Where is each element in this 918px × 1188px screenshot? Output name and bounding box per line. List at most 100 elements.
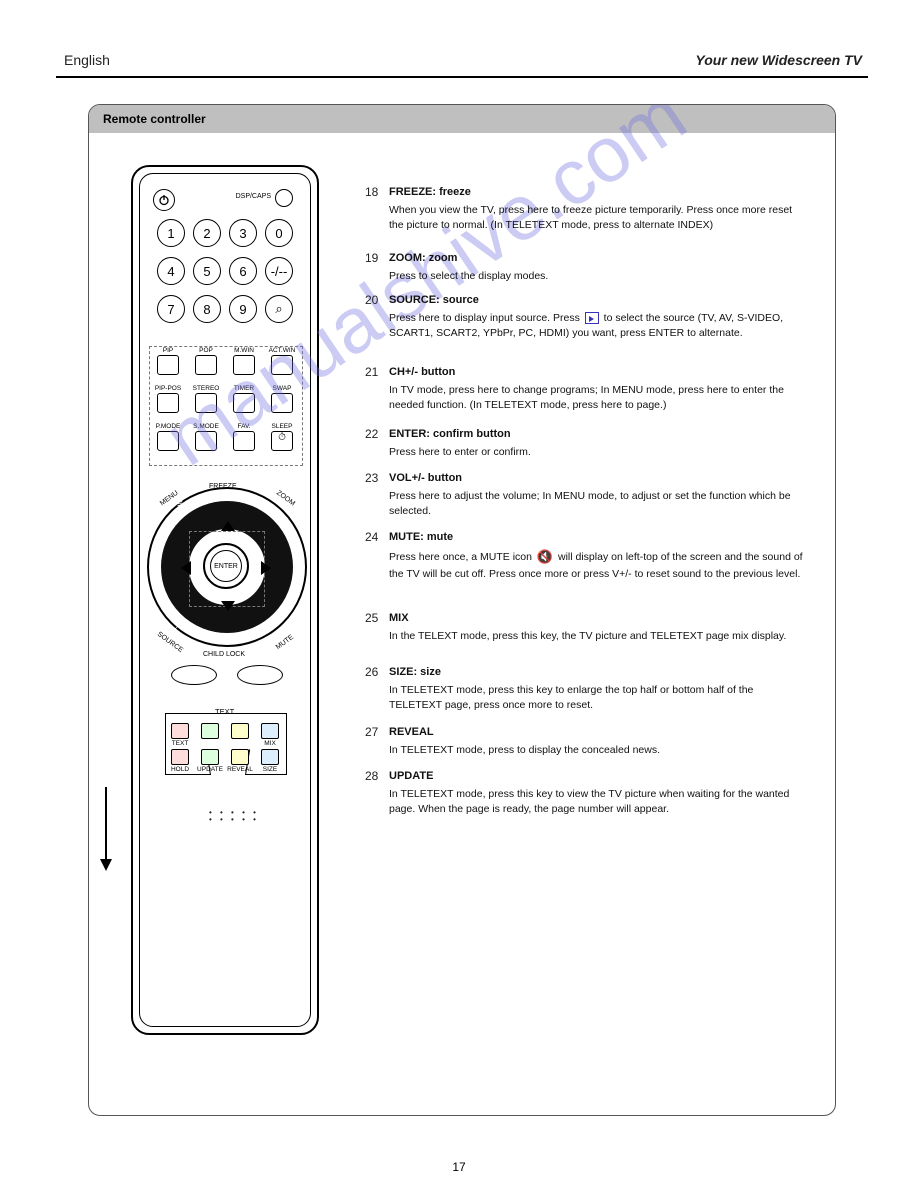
sq-label: STEREO xyxy=(191,385,221,392)
text-btn-label: HOLD xyxy=(165,766,195,773)
sq-label: ACT.WIN xyxy=(267,347,297,354)
sq-button: ⏱ xyxy=(271,431,293,451)
callout-number: 22 xyxy=(365,427,378,441)
ring-label-freeze: FREEZE xyxy=(209,483,237,490)
content-panel: Remote controller DSP/CAPS ENTER ≡ xyxy=(88,104,836,1116)
enter-button: ENTER xyxy=(203,543,249,589)
text-group-label: TEXT xyxy=(215,707,234,716)
callout-desc: REVEALIn TELETEXT mode, press to display… xyxy=(389,725,809,758)
numpad-5: 5 xyxy=(193,257,221,285)
sq-label: M.WIN xyxy=(229,347,259,354)
dsp-label: DSP/CAPS xyxy=(236,193,271,200)
header-left: English xyxy=(64,52,110,68)
mute-inline-icon: 🔇 xyxy=(537,548,553,567)
callout-number: 28 xyxy=(365,769,378,783)
enter-label: ENTER xyxy=(210,550,242,582)
numpad-3: 3 xyxy=(229,219,257,247)
numpad-9: 9 xyxy=(229,295,257,323)
sq-label: FAV. xyxy=(229,423,259,430)
sq-button xyxy=(195,431,217,451)
callout-desc: FREEZE: freezeWhen you view the TV, pres… xyxy=(389,185,809,233)
callout-number: 26 xyxy=(365,665,378,679)
callout-desc: SOURCE: sourcePress here to display inpu… xyxy=(389,293,809,341)
text-btn xyxy=(201,723,219,739)
sq-button xyxy=(271,393,293,413)
text-btn-label: TEXT xyxy=(165,740,195,747)
mute-icon: ✕ xyxy=(261,621,269,632)
sq-button xyxy=(157,393,179,413)
header-right: Your new Widescreen TV xyxy=(695,52,862,68)
callout-desc: MUTE: mutePress here once, a MUTE icon 🔇… xyxy=(389,530,809,582)
header-rule xyxy=(56,76,868,78)
callout-number: 25 xyxy=(365,611,378,625)
callout-number: 24 xyxy=(365,530,378,544)
sq-label: SLEEP xyxy=(267,423,297,430)
source-icon: ⤢ xyxy=(173,621,182,634)
text-btn xyxy=(261,749,279,765)
ring-label-childlock: CHILD LOCK xyxy=(203,651,245,658)
sq-label: PIP-POS xyxy=(153,385,183,392)
oval-button-left xyxy=(171,665,217,685)
right-arrow-icon xyxy=(261,561,271,575)
numpad-1: 1 xyxy=(157,219,185,247)
sq-button xyxy=(157,431,179,451)
page-number: 17 xyxy=(0,1160,918,1174)
panel-title: Remote controller xyxy=(89,105,835,133)
callout-desc: VOL+/- buttonPress here to adjust the vo… xyxy=(389,471,809,519)
callout-number: 18 xyxy=(365,185,378,199)
numpad-6: 6 xyxy=(229,257,257,285)
callout-number: 23 xyxy=(365,471,378,485)
callout-desc: ZOOM: zoomPress to select the display mo… xyxy=(389,251,809,284)
sq-button xyxy=(195,355,217,375)
callout-number: 21 xyxy=(365,365,378,379)
down-arrow-icon xyxy=(221,601,235,611)
numpad-⌕: ⌕ xyxy=(265,295,293,323)
remote-outline: DSP/CAPS ENTER ≡ ✧ ⊸ ⤢ ✕ FREEZE MENU ZOO… xyxy=(131,165,319,1035)
sq-button xyxy=(233,393,255,413)
text-btn-label: REVEAL xyxy=(225,766,255,773)
callout-desc: ENTER: confirm buttonPress here to enter… xyxy=(389,427,809,460)
text-btn-label: SIZE xyxy=(255,766,285,773)
sq-label: S.MODE xyxy=(191,423,221,430)
callout-number: 19 xyxy=(365,251,378,265)
callout-number: 27 xyxy=(365,725,378,739)
speaker-dots: • • • • •• • • • • xyxy=(209,809,259,823)
menu-icon: ≡ xyxy=(177,499,183,510)
text-btn xyxy=(171,723,189,739)
callout-desc: SIZE: sizeIn TELETEXT mode, press this k… xyxy=(389,665,809,713)
left-arrow-icon xyxy=(181,561,191,575)
numpad-0: 0 xyxy=(265,219,293,247)
text-btn xyxy=(201,749,219,765)
callout-desc: UPDATEIn TELETEXT mode, press this key t… xyxy=(389,769,809,817)
oval-button-right xyxy=(237,665,283,685)
numpad--/--: -/-- xyxy=(265,257,293,285)
sq-label: POP xyxy=(191,347,221,354)
text-btn xyxy=(261,723,279,739)
callout-number: 20 xyxy=(365,293,378,307)
text-btn-label: UPDATE xyxy=(195,766,225,773)
numpad-8: 8 xyxy=(193,295,221,323)
panel-body: DSP/CAPS ENTER ≡ ✧ ⊸ ⤢ ✕ FREEZE MENU ZOO… xyxy=(89,133,835,1115)
freeze-icon: ✧ xyxy=(219,491,227,502)
callout-desc: MIXIn the TELEXT mode, press this key, t… xyxy=(389,611,809,644)
slide-arrow-icon xyxy=(105,787,107,869)
text-btn xyxy=(231,723,249,739)
text-btn xyxy=(171,749,189,765)
sq-button xyxy=(233,355,255,375)
callout-desc: CH+/- buttonIn TV mode, press here to ch… xyxy=(389,365,809,413)
sq-label: PIP xyxy=(153,347,183,354)
source-inline-icon xyxy=(585,312,599,324)
sq-button xyxy=(157,355,179,375)
numpad-7: 7 xyxy=(157,295,185,323)
sq-button xyxy=(195,393,217,413)
sq-label: TIMER xyxy=(229,385,259,392)
zoom-icon: ⊸ xyxy=(261,499,269,510)
up-arrow-icon xyxy=(221,521,235,531)
power-button xyxy=(153,189,175,211)
dsp-button xyxy=(275,189,293,207)
text-btn-label: MIX xyxy=(255,740,285,747)
sq-label: SWAP xyxy=(267,385,297,392)
sq-button xyxy=(233,431,255,451)
numpad-4: 4 xyxy=(157,257,185,285)
text-btn xyxy=(231,749,249,765)
